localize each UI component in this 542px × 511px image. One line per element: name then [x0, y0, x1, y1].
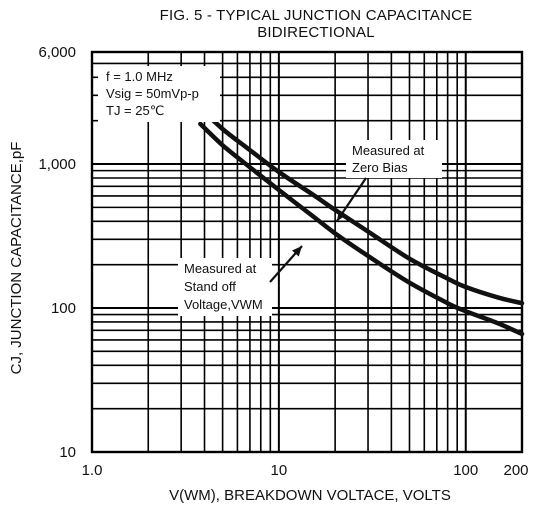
annotation-text: Stand off	[184, 279, 236, 294]
condition-text: f = 1.0 MHz	[106, 69, 173, 84]
plot-frame	[90, 50, 524, 454]
annotation-text: Zero Bias	[352, 160, 408, 175]
annotation-bg	[346, 140, 442, 178]
y-tick-label: 10	[59, 444, 76, 461]
conditions-box-bg	[98, 66, 220, 122]
y-tick-label: 6,000	[38, 44, 76, 61]
x-axis-label: V(WM), BREAKDOWN VOLTACE, VOLTS	[169, 487, 451, 504]
x-tick-label: 200	[503, 462, 528, 479]
annotation-bg	[178, 258, 272, 316]
y-tick-label: 1,000	[38, 156, 76, 173]
chart-title-line2: BIDIRECTIONAL	[257, 24, 375, 41]
x-tick-label: 1.0	[82, 462, 103, 479]
annotation-zero-bias: Measured at Zero Bias	[346, 140, 442, 178]
y-axis-label: CJ, JUNCTION CAPACITANCE,pF	[8, 142, 25, 375]
chart-title-line1: FIG. 5 - TYPICAL JUNCTION CAPACITANCE	[160, 7, 473, 24]
y-tick-label: 100	[51, 300, 76, 317]
annotation-layer: f = 1.0 MHz Vsig = 50mVp-p TJ = 25℃ Measure…	[98, 66, 442, 316]
series-line-2	[198, 121, 525, 337]
annotation-text: Measured at	[184, 261, 257, 276]
annotation-zero-bias-arrow-head	[337, 210, 347, 221]
x-tick-label: 100	[453, 462, 478, 479]
series-line-1	[198, 105, 525, 306]
x-tick-label: 10	[271, 462, 288, 479]
condition-text: TJ = 25℃	[106, 103, 164, 118]
annotation-text: Measured at	[352, 143, 425, 158]
annotation-text: Voltage,VWM	[184, 297, 263, 312]
conditions-box: f = 1.0 MHz Vsig = 50mVp-p TJ = 25℃	[98, 66, 220, 122]
tick-labels: 1.0 10 100 200 10 100 1,000 6,000	[38, 44, 528, 479]
grid	[90, 50, 524, 454]
series-layer	[198, 105, 525, 337]
condition-text: Vsig = 50mVp-p	[106, 86, 199, 101]
annotation-standoff: Measured at Stand off Voltage,VWM	[178, 258, 272, 316]
annotation-standoff-arrow-head	[291, 246, 302, 257]
